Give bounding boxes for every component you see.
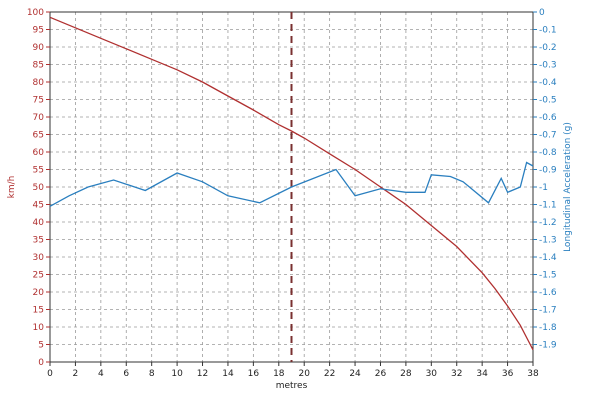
y-right-tick-label: -1.7: [539, 306, 557, 316]
x-tick-label: 12: [197, 369, 208, 379]
y-left-tick-label: 15: [33, 306, 44, 316]
y-right-tick-label: -1.4: [539, 253, 557, 263]
x-tick-label: 14: [222, 369, 234, 379]
y-left-tick-label: 45: [33, 201, 44, 211]
y-left-tick-label: 75: [33, 96, 44, 106]
x-tick-label: 38: [527, 369, 539, 379]
y-right-tick-label: -0.2: [539, 43, 557, 53]
y-left-tick-label: 20: [33, 288, 45, 298]
acceleration-series-line: [49, 161, 534, 207]
y-right-tick-label: -1.3: [539, 236, 557, 246]
x-axis-label: metres: [276, 381, 308, 391]
y-right-tick-label: -1.9: [539, 341, 557, 351]
x-tick-label: 28: [400, 369, 412, 379]
y-left-tick-label: 100: [27, 8, 44, 18]
y-right-tick-label: -0.1: [539, 26, 557, 36]
y-left-tick-label: 30: [33, 253, 45, 263]
y-right-tick-label: -0.6: [539, 113, 557, 123]
y-right-tick-label: -1.2: [539, 218, 557, 228]
x-tick-label: 30: [426, 369, 438, 379]
x-tick-label: 32: [451, 369, 462, 379]
speed-series-line: [49, 16, 534, 351]
y-left-tick-label: 90: [33, 43, 45, 53]
y-right-tick-label: -1.8: [539, 323, 557, 333]
x-tick-label: 26: [375, 369, 387, 379]
x-tick-label: 4: [98, 369, 104, 379]
y-axis-right-label: Longitudinal Acceleration (g): [563, 122, 573, 252]
y-right-tick-label: -0.4: [539, 78, 557, 88]
y-right-tick-label: -0.7: [539, 131, 557, 141]
x-tick-label: 18: [273, 369, 285, 379]
y-left-tick-label: 5: [38, 341, 44, 351]
y-left-tick-label: 50: [33, 183, 45, 193]
y-left-tick-label: 10: [33, 323, 45, 333]
x-tick-label: 6: [123, 369, 129, 379]
x-tick-label: 0: [47, 369, 53, 379]
y-right-tick-label: 0: [539, 8, 545, 18]
x-tick-label: 20: [298, 369, 310, 379]
y-left-tick-label: 70: [33, 113, 45, 123]
y-right-tick-label: -1.5: [539, 271, 557, 281]
y-left-tick-label: 0: [38, 358, 44, 368]
y-left-tick-label: 85: [33, 61, 44, 71]
x-tick-label: 34: [476, 369, 488, 379]
x-tick-label: 10: [171, 369, 183, 379]
y-left-tick-label: 80: [33, 78, 45, 88]
y-left-tick-label: 55: [33, 166, 44, 176]
y-right-tick-label: -1.6: [539, 288, 557, 298]
x-tick-label: 22: [324, 369, 335, 379]
y-left-tick-label: 35: [33, 236, 44, 246]
series-layer: [49, 16, 534, 351]
y-right-tick-label: -1: [539, 183, 548, 193]
y-left-tick-label: 60: [33, 148, 45, 158]
y-left-tick-label: 65: [33, 131, 44, 141]
y-right-tick-label: -0.5: [539, 96, 557, 106]
ticks-layer: 0 2 4 6 8 10 12 14 16 18 20 22 24 26 28 30 32 34 36 3805101…: [27, 8, 557, 379]
y-left-tick-label: 40: [33, 218, 45, 228]
y-axis-left-label: km/h: [7, 176, 17, 199]
y-left-tick-label: 25: [33, 271, 44, 281]
y-right-tick-label: -0.8: [539, 148, 557, 158]
x-tick-label: 16: [248, 369, 260, 379]
x-tick-label: 2: [73, 369, 79, 379]
x-tick-label: 24: [349, 369, 361, 379]
y-left-tick-label: 95: [33, 26, 44, 36]
y-right-tick-label: -0.9: [539, 166, 557, 176]
y-right-tick-label: -0.3: [539, 61, 557, 71]
x-tick-label: 36: [502, 369, 514, 379]
y-right-tick-label: -1.1: [539, 201, 557, 211]
x-tick-label: 8: [149, 369, 155, 379]
